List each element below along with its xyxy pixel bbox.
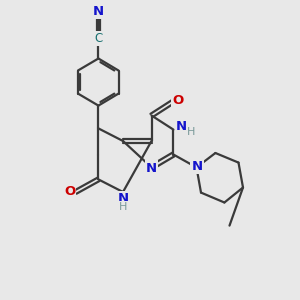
Text: N: N — [146, 161, 157, 175]
Text: C: C — [94, 32, 103, 45]
Text: N: N — [176, 119, 188, 133]
Text: H: H — [119, 202, 127, 212]
Text: N: N — [93, 4, 104, 18]
Text: N: N — [117, 192, 129, 205]
Text: O: O — [172, 94, 184, 107]
Text: O: O — [64, 185, 75, 198]
Text: H: H — [187, 127, 196, 137]
Text: N: N — [191, 160, 203, 173]
